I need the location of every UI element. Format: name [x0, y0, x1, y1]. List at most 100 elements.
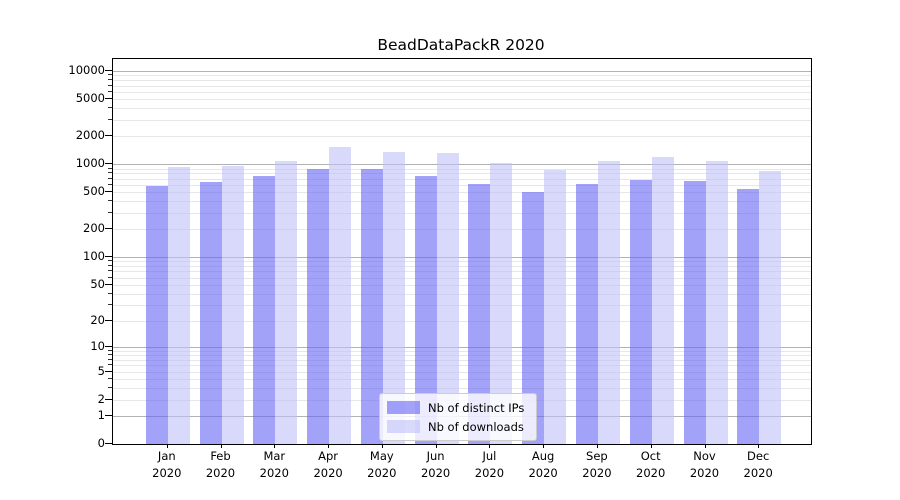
- y-tick-label: 1: [97, 407, 105, 422]
- y-minor-tick: [108, 167, 112, 169]
- y-tick-mark: [105, 135, 112, 137]
- minor-gridline: [113, 355, 811, 357]
- x-tick-mark: [596, 444, 598, 448]
- y-tick-label: 10000: [68, 63, 105, 78]
- y-tick-mark: [105, 228, 112, 230]
- y-minor-tick: [108, 177, 112, 179]
- minor-gridline: [113, 387, 811, 389]
- y-tick-mark: [105, 191, 112, 193]
- minor-gridline: [113, 168, 811, 170]
- bar-ips-nov: [683, 180, 706, 444]
- minor-gridline: [113, 229, 811, 231]
- x-tick-mark: [328, 444, 330, 448]
- bar-ips-jul: [468, 184, 491, 444]
- x-tick-month: May: [369, 449, 394, 463]
- y-minor-tick: [108, 358, 112, 360]
- y-minor-tick: [108, 292, 112, 294]
- y-tick-label: 5: [97, 363, 105, 378]
- y-minor-tick: [108, 304, 112, 305]
- legend-entry: Nb of downloads: [387, 417, 528, 436]
- x-tick-month: Jul: [482, 449, 497, 463]
- bar-downloads-jul: [490, 163, 513, 444]
- y-tick-label: 10: [90, 338, 105, 353]
- x-tick-year: 2020: [420, 465, 451, 480]
- x-tick-year: 2020: [528, 465, 558, 480]
- minor-gridline: [113, 201, 811, 203]
- bar-downloads-nov: [705, 160, 728, 444]
- x-tick-mark: [381, 444, 383, 448]
- bar-downloads-oct: [651, 156, 674, 444]
- minor-gridline: [113, 266, 811, 268]
- bar-downloads-dec: [759, 171, 782, 444]
- y-minor-tick: [108, 90, 112, 92]
- x-tick-year: 2020: [474, 465, 505, 480]
- major-gridline: [113, 346, 811, 348]
- y-tick-mark: [105, 398, 112, 400]
- x-tick-month: Mar: [263, 449, 286, 463]
- major-gridline: [113, 257, 811, 259]
- bar-downloads-aug: [544, 170, 567, 444]
- x-tick-year: 2020: [367, 465, 397, 480]
- y-minor-tick: [108, 107, 112, 109]
- y-minor-tick: [108, 377, 112, 379]
- y-tick-mark: [105, 414, 112, 416]
- minor-gridline: [113, 108, 811, 110]
- x-tick-mark: [704, 444, 706, 448]
- x-tick-mark: [650, 444, 652, 448]
- legend-entry: Nb of distinct IPs: [387, 398, 528, 417]
- y-minor-tick: [108, 260, 112, 262]
- minor-gridline: [113, 284, 811, 286]
- legend: Nb of distinct IPs Nb of downloads: [379, 393, 538, 441]
- bar-ips-jan: [145, 185, 168, 444]
- y-minor-tick: [108, 349, 112, 351]
- y-minor-tick: [108, 118, 112, 120]
- minor-gridline: [113, 185, 811, 186]
- bar-ips-jun: [414, 176, 437, 444]
- y-tick-label: 0: [97, 436, 105, 450]
- x-tick-label: Sep 2020: [567, 448, 627, 481]
- minor-gridline: [113, 173, 811, 175]
- x-tick-year: 2020: [152, 465, 182, 480]
- x-tick-label: Jun 2020: [406, 448, 466, 481]
- y-minor-tick: [108, 354, 112, 356]
- chart-title: BeadDataPackR 2020: [377, 36, 545, 54]
- minor-gridline: [113, 293, 811, 295]
- minor-gridline: [113, 350, 811, 352]
- minor-gridline: [113, 277, 811, 279]
- x-tick-label: Dec 2020: [728, 448, 788, 481]
- minor-gridline: [113, 271, 811, 273]
- y-tick-label: 1000: [75, 156, 105, 171]
- legend-swatch: [387, 401, 420, 414]
- y-tick-label: 2: [97, 391, 105, 406]
- y-tick-label: 5000: [75, 91, 105, 106]
- x-tick-mark: [435, 444, 437, 448]
- y-minor-tick: [108, 84, 112, 86]
- major-gridline: [113, 164, 811, 166]
- y-tick-label: 2000: [75, 128, 105, 143]
- bar-downloads-apr: [329, 146, 352, 444]
- minor-gridline: [113, 261, 811, 263]
- x-tick-year: 2020: [743, 465, 773, 480]
- y-tick-mark: [105, 345, 112, 347]
- x-tick-month: Aug: [531, 449, 555, 463]
- x-tick-mark: [220, 444, 222, 448]
- y-minor-tick: [108, 74, 112, 76]
- bar-downloads-jan: [167, 167, 190, 444]
- legend-label: Nb of downloads: [428, 419, 524, 434]
- x-tick-year: 2020: [582, 465, 612, 480]
- y-minor-tick: [108, 184, 112, 185]
- x-tick-label: Jan 2020: [137, 448, 197, 481]
- x-tick-label: Apr 2020: [298, 448, 358, 481]
- x-tick-label: Aug 2020: [513, 448, 573, 481]
- x-tick-label: Feb 2020: [191, 448, 251, 481]
- y-minor-tick: [108, 172, 112, 174]
- legend-swatch: [387, 420, 420, 433]
- minor-gridline: [113, 85, 811, 87]
- y-tick-label: 20: [90, 312, 105, 327]
- minor-gridline: [113, 136, 811, 138]
- bar-ips-feb: [199, 182, 222, 444]
- y-minor-tick: [108, 212, 112, 213]
- y-tick-mark: [105, 319, 112, 321]
- x-tick-month: Oct: [640, 449, 661, 463]
